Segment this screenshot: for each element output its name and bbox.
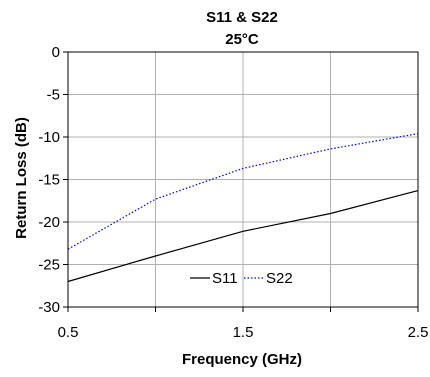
- chart-subtitle: 25°C: [225, 31, 259, 48]
- y-axis-title: Return Loss (dB): [13, 117, 30, 239]
- y-tick-label: -5: [47, 87, 60, 104]
- x-tick-label: 2.5: [408, 324, 429, 341]
- x-tick-label: 0.5: [58, 324, 79, 341]
- y-tick-label: -20: [38, 214, 60, 231]
- grid-layer: [68, 52, 418, 307]
- x-tick-label: 1.5: [233, 324, 254, 341]
- chart-title: S11 & S22: [206, 9, 278, 26]
- legend-label-s11: S11: [212, 270, 238, 287]
- series-line-s22: [67, 133, 419, 250]
- y-tick-label: -30: [38, 299, 60, 316]
- y-tick-label: -15: [38, 172, 60, 189]
- x-axis-title: Frequency (GHz): [182, 351, 302, 368]
- series-layer: [67, 133, 419, 283]
- y-tick-label: -10: [38, 129, 60, 146]
- y-tick-label: 0: [52, 44, 60, 61]
- series-line-s11: [67, 190, 419, 283]
- axis-ticks: 0 -5 -10 -15 -20 -25 -30 0.5 1.5 2.5: [38, 44, 428, 341]
- legend-label-s22: S22: [266, 270, 293, 287]
- legend: S11 S22: [190, 270, 293, 287]
- y-tick-label: -25: [38, 257, 60, 274]
